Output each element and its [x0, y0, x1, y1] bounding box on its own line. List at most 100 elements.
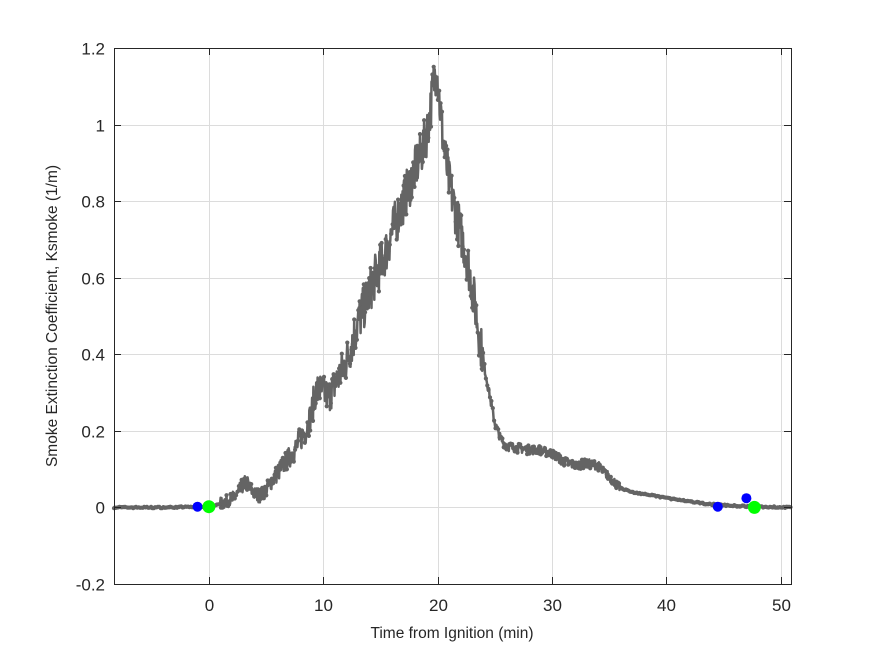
ksmoke-point	[437, 88, 442, 93]
ksmoke-point	[402, 173, 407, 179]
ksmoke-point	[376, 289, 381, 294]
ksmoke-point	[453, 219, 458, 224]
ksmoke-point	[397, 201, 402, 206]
ksmoke-point	[476, 353, 482, 358]
ksmoke-point	[500, 436, 505, 441]
axis-ticks	[114, 48, 791, 585]
ksmoke-point	[542, 446, 548, 451]
ksmoke-point	[317, 396, 322, 401]
ksmoke-point	[247, 486, 252, 491]
ksmoke-point	[479, 366, 484, 371]
ksmoke-point	[353, 345, 358, 350]
ksmoke-point	[409, 195, 414, 200]
ksmoke-point	[313, 401, 318, 406]
ksmoke-point	[584, 460, 589, 465]
ksmoke-point	[387, 242, 392, 247]
ksmoke-point	[435, 97, 440, 102]
ksmoke-point	[604, 471, 609, 476]
ksmoke-point	[327, 382, 332, 387]
ksmoke-point	[427, 117, 432, 122]
ksmoke-point	[354, 337, 359, 342]
ksmoke-point	[467, 272, 472, 277]
ksmoke-point	[417, 132, 423, 137]
ksmoke-point	[261, 496, 266, 501]
ksmoke-point	[242, 477, 247, 483]
blue-marker	[192, 501, 203, 512]
ksmoke-point	[413, 159, 418, 165]
ksmoke-point	[455, 237, 460, 242]
ksmoke-point	[321, 374, 327, 379]
ksmoke-point	[309, 413, 314, 418]
ksmoke-point	[371, 270, 376, 275]
y-tick-label: 0.4	[81, 346, 105, 365]
blue-marker	[712, 501, 723, 512]
ksmoke-point	[337, 366, 342, 371]
ksmoke-point	[438, 101, 443, 106]
ksmoke-point	[466, 248, 471, 253]
plot-area	[111, 48, 793, 585]
ksmoke-point	[365, 292, 370, 297]
axes-box	[114, 48, 792, 585]
x-tick-label: 40	[657, 596, 676, 615]
ksmoke-point	[416, 149, 421, 154]
ksmoke-point	[234, 493, 239, 498]
ksmoke-point	[293, 447, 298, 452]
ksmoke-point	[415, 143, 420, 148]
ksmoke-point	[357, 299, 362, 304]
ksmoke-point	[509, 442, 515, 447]
ksmoke-point	[555, 456, 560, 461]
x-tick-label: 30	[543, 596, 562, 615]
ksmoke-point	[277, 467, 283, 472]
ksmoke-point	[468, 293, 473, 299]
ksmoke-point	[380, 271, 386, 276]
ksmoke-point	[445, 147, 450, 152]
y-tick-labels: -0.2 0 0.2 0.4 0.6 0.8 1 1.2	[76, 40, 105, 595]
ksmoke-point	[459, 213, 464, 218]
ksmoke-point	[319, 382, 324, 387]
ksmoke-point	[350, 342, 355, 347]
ksmoke-point	[343, 375, 348, 380]
ksmoke-point	[401, 183, 406, 188]
ksmoke-point	[257, 495, 262, 500]
ksmoke-point	[424, 128, 429, 133]
ksmoke-point	[460, 244, 465, 249]
x-tick-labels: 0 10 20 30 40 50	[205, 596, 791, 615]
ksmoke-point	[570, 458, 575, 464]
ksmoke-point	[471, 308, 476, 313]
blue-marker	[741, 493, 752, 504]
ksmoke-point	[328, 401, 333, 406]
ksmoke-point	[238, 488, 243, 493]
ksmoke-point	[349, 347, 354, 352]
ksmoke-point	[312, 390, 317, 395]
ksmoke-point	[441, 139, 446, 144]
ksmoke-point	[428, 124, 434, 129]
ksmoke-point	[398, 222, 403, 227]
ksmoke-point	[461, 247, 466, 252]
ksmoke-point	[217, 502, 222, 507]
ksmoke-point	[338, 380, 343, 385]
ksmoke-point	[611, 478, 616, 483]
ksmoke-point	[275, 472, 280, 478]
ksmoke-point	[271, 481, 276, 486]
ksmoke-point	[449, 173, 454, 178]
ksmoke-point	[616, 481, 622, 486]
ksmoke-point	[360, 305, 365, 310]
ksmoke-point	[269, 476, 274, 481]
y-tick-label: 1.2	[81, 40, 105, 59]
ksmoke-point	[426, 135, 431, 140]
ksmoke-point	[302, 440, 307, 445]
ksmoke-point	[393, 213, 398, 218]
ksmoke-point	[394, 237, 399, 242]
ksmoke-point	[386, 249, 391, 254]
ksmoke-point	[361, 282, 366, 287]
ksmoke-point	[339, 351, 344, 356]
ksmoke-point	[483, 376, 488, 381]
ksmoke-point	[573, 465, 578, 470]
ksmoke-point	[290, 451, 295, 456]
ksmoke-point	[527, 450, 532, 455]
ksmoke-point	[492, 418, 497, 423]
ksmoke-point	[474, 303, 479, 308]
ksmoke-point	[385, 254, 390, 259]
ksmoke-point	[419, 142, 424, 147]
ksmoke-point	[286, 448, 291, 453]
